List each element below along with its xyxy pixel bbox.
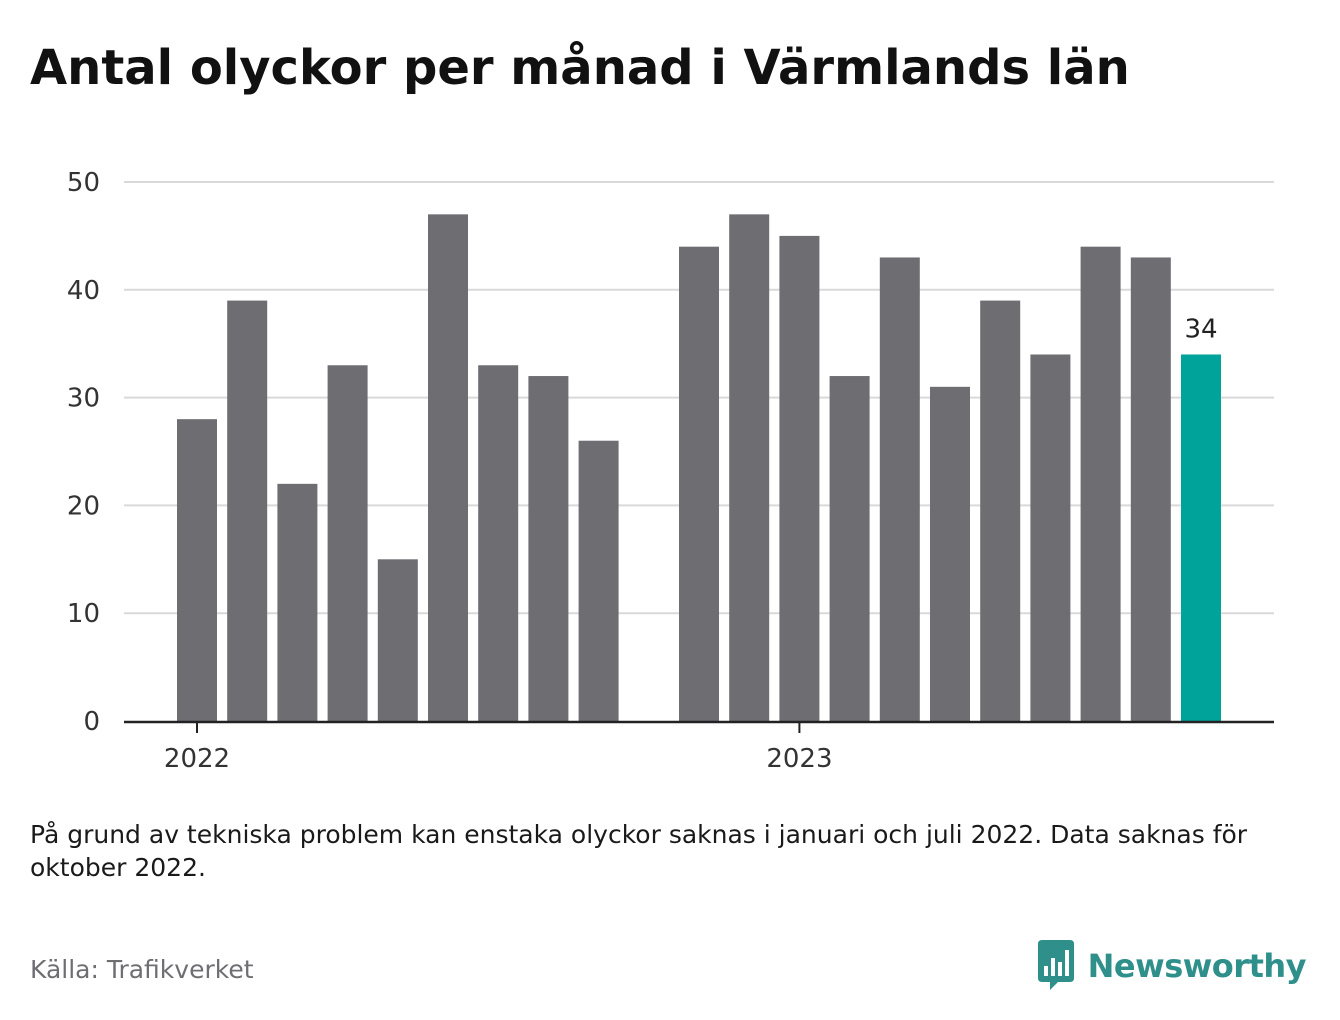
y-tick-label: 0 xyxy=(83,707,100,737)
y-tick-label: 20 xyxy=(67,491,100,521)
bar-2023-04 xyxy=(930,386,970,721)
x-axis: 2022 2023 xyxy=(124,720,1274,774)
x-tick-label: 2022 xyxy=(164,744,230,774)
bars xyxy=(177,214,1221,721)
footnote: På grund av tekniska problem kan enstaka… xyxy=(30,820,1248,882)
y-axis-ticks: 0 10 20 30 40 50 xyxy=(67,168,100,737)
bar-2022-03 xyxy=(277,483,318,721)
brand-name: Newsworthy xyxy=(1087,947,1307,985)
brand-logo[interactable]: Newsworthy xyxy=(1036,940,1307,992)
bar-2022-07 xyxy=(478,365,519,721)
value-labels: 34 xyxy=(1184,314,1217,344)
y-tick-label: 50 xyxy=(67,168,100,198)
bar-2022-11 xyxy=(679,246,719,721)
bar-2023-08 xyxy=(1130,257,1171,721)
bar-2023-09 xyxy=(1181,354,1221,721)
bar-2022-06 xyxy=(428,214,468,721)
bar-2023-01 xyxy=(779,235,820,721)
bar-2022-01 xyxy=(177,419,217,721)
bar-2022-02 xyxy=(227,300,268,721)
newsworthy-logo-icon xyxy=(1037,940,1074,990)
bar-2023-07 xyxy=(1080,246,1121,721)
y-tick-label: 10 xyxy=(67,599,100,629)
y-tick-label: 30 xyxy=(67,384,100,414)
bar-2022-04 xyxy=(327,365,368,721)
x-tick-label: 2023 xyxy=(766,744,832,774)
bar-2022-05 xyxy=(377,559,418,721)
source-credit: Källa: Trafikverket xyxy=(30,955,254,984)
y-tick-label: 40 xyxy=(67,276,100,306)
bar-chart: 0 10 20 30 40 50 34 2022 2023 xyxy=(67,168,1274,774)
bar-2022-12 xyxy=(729,214,770,721)
bar-2023-06 xyxy=(1030,354,1071,721)
bar-2023-02 xyxy=(829,376,870,721)
bar-2022-08 xyxy=(528,376,569,721)
bar-2023-03 xyxy=(879,257,920,721)
bar-2022-09 xyxy=(578,440,619,721)
chart-title: Antal olyckor per månad i Värmlands län xyxy=(30,40,1130,96)
value-label-last: 34 xyxy=(1184,314,1217,344)
bar-2023-05 xyxy=(980,300,1021,721)
